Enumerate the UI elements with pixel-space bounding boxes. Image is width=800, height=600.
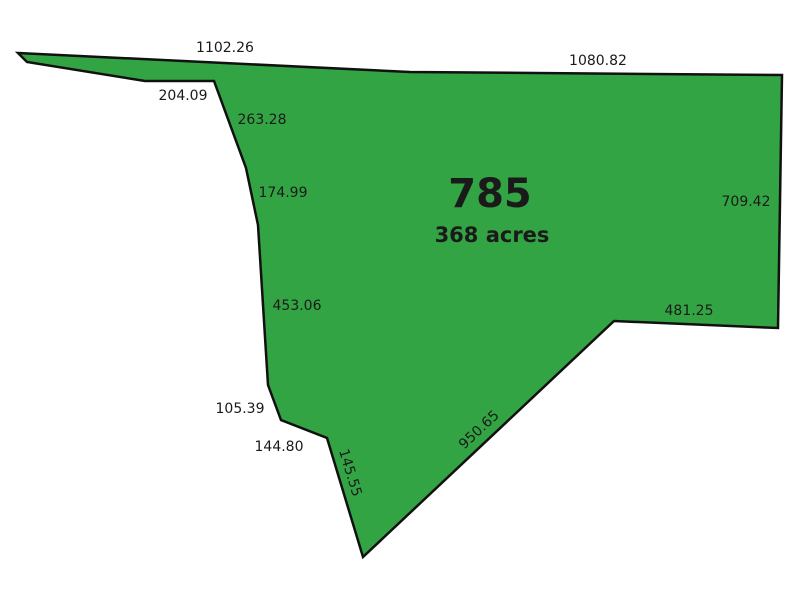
length-label: 1102.26 (196, 40, 254, 56)
length-label: 709.42 (722, 194, 771, 210)
length-label: 481.25 (665, 303, 714, 319)
length-label: 174.99 (259, 185, 308, 201)
parcel-boundary[interactable] (14, 51, 784, 560)
length-label: 105.39 (216, 401, 265, 417)
lot-area: 368 acres (435, 223, 550, 247)
lot-number: 785 (448, 171, 532, 217)
length-label: 204.09 (159, 88, 208, 104)
length-label: 263.28 (238, 112, 287, 128)
length-label: 1080.82 (569, 53, 627, 69)
length-label: 144.80 (255, 439, 304, 455)
length-label: 453.06 (273, 298, 322, 314)
